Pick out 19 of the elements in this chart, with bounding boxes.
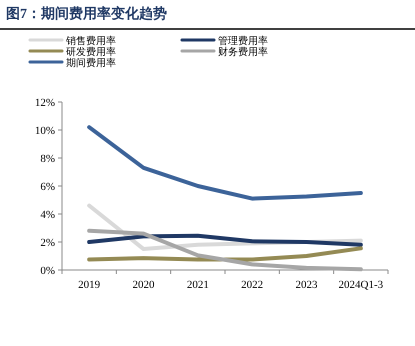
legend-label: 销售费用率 [65, 35, 116, 47]
x-tick-label: 2019 [78, 279, 101, 291]
x-tick-label: 2021 [186, 279, 209, 291]
x-tick-label: 2020 [132, 279, 155, 291]
x-tick-label: 2024Q1-3 [338, 279, 384, 291]
x-tick-label: 2023 [296, 279, 318, 291]
legend-label: 研发费用率 [66, 46, 116, 58]
legend-label: 管理费用率 [218, 35, 268, 47]
y-tick-label: 8% [40, 153, 55, 165]
y-tick-label: 12% [34, 97, 55, 109]
x-tick-label: 2022 [241, 279, 264, 291]
y-tick-label: 2% [40, 237, 55, 249]
y-tick-label: 4% [40, 209, 55, 221]
y-tick-label: 6% [40, 181, 55, 193]
legend-label: 期间费用率 [66, 57, 116, 69]
title: 图7：期间费用率变化趋势 [6, 7, 167, 22]
legend-label: 财务费用率 [218, 46, 268, 58]
y-tick-label: 0% [40, 265, 55, 277]
y-tick-label: 10% [34, 125, 55, 137]
